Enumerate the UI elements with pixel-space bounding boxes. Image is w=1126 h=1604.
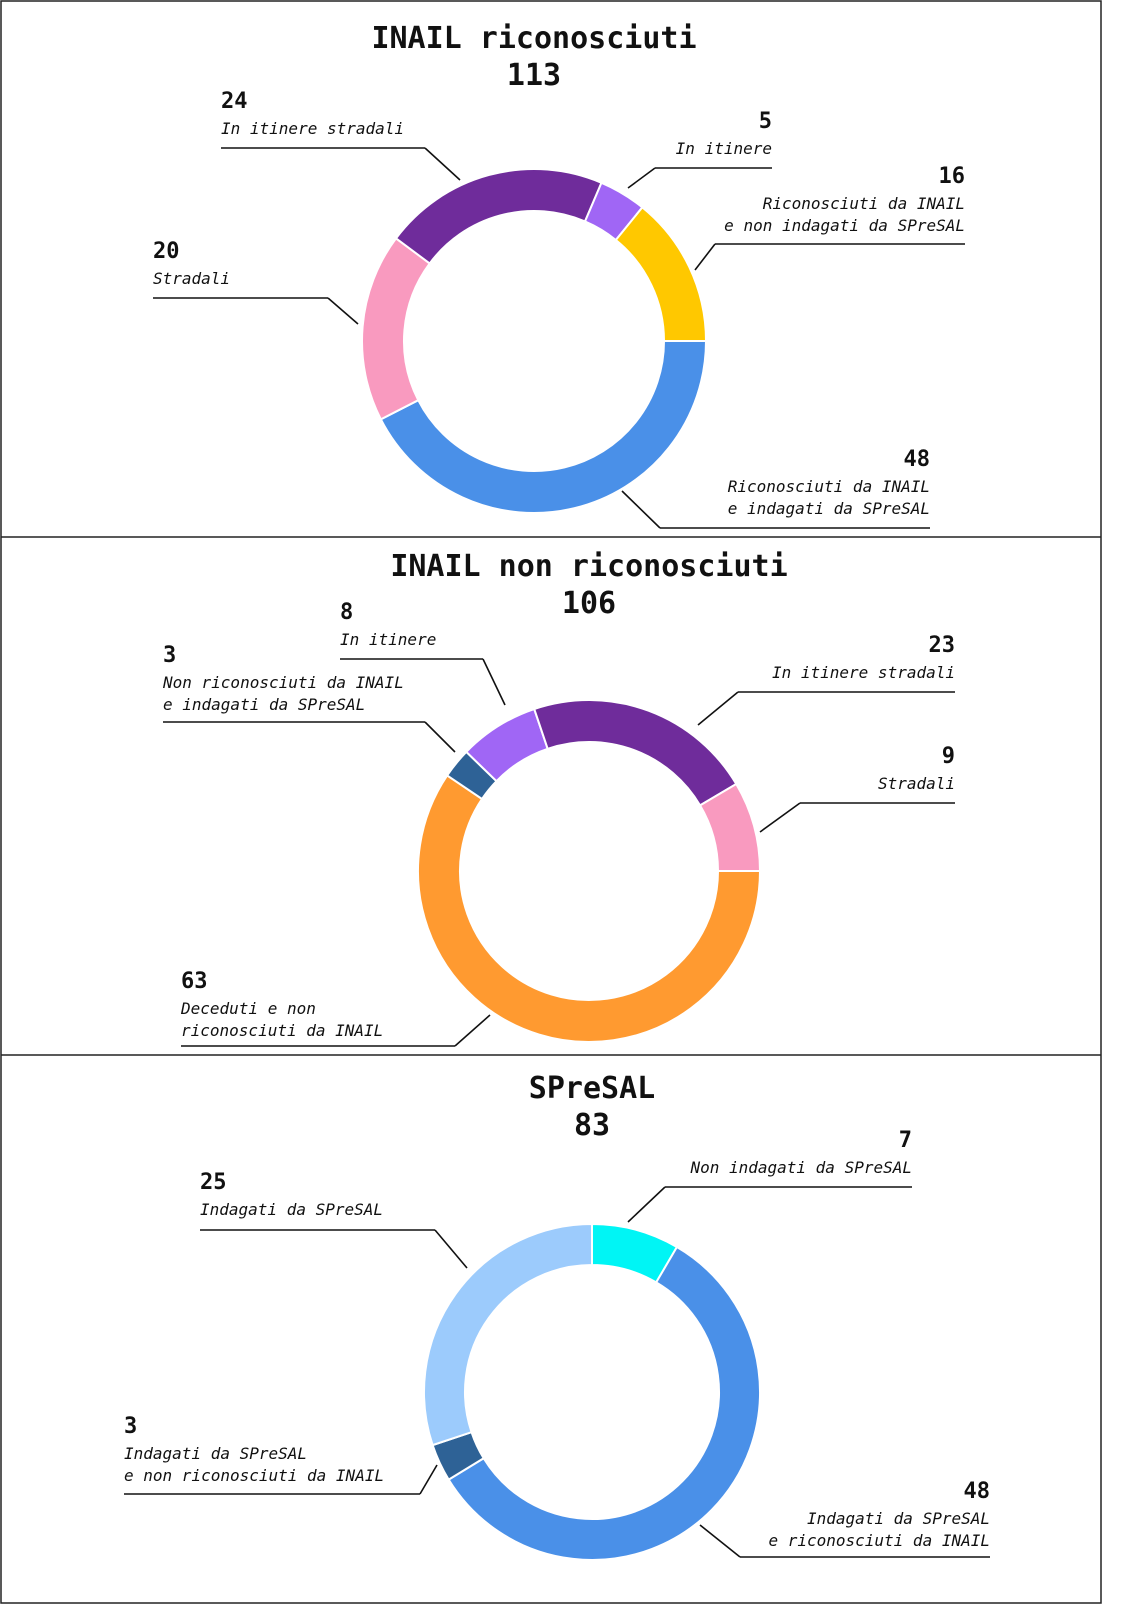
leader-line [627, 167, 656, 189]
value-label: 8 [340, 600, 353, 625]
segment-label: Stradali [878, 774, 955, 793]
value-label: 48 [904, 447, 931, 472]
value-label: 20 [153, 239, 180, 264]
leader-line [697, 691, 739, 726]
segment-label: riconosciuti da INAIL [181, 1021, 383, 1040]
chart-title: INAIL non riconosciuti [390, 549, 787, 584]
value-label: 9 [942, 744, 955, 769]
leader-line [482, 658, 506, 706]
segment-label: In itinere stradali [221, 119, 404, 138]
donut-segment [447, 1245, 761, 1562]
donut-segment [361, 236, 432, 421]
segment-label: e non riconosciuti da INAIL [124, 1466, 384, 1485]
value-label: 3 [163, 643, 176, 668]
segment-label: Indagati da SPreSAL [124, 1444, 307, 1463]
donut-segment [379, 340, 708, 514]
donut-segment [394, 168, 603, 265]
segment-label: Deceduti e non [180, 999, 316, 1018]
segment-label: e riconosciuti da INAIL [768, 1531, 990, 1550]
value-label: 23 [929, 633, 956, 658]
leader-line [454, 1014, 491, 1047]
segment-label: e indagati da SPreSAL [728, 499, 930, 518]
value-label: 7 [899, 1128, 912, 1153]
value-label: 25 [200, 1170, 227, 1195]
chart-total: 113 [507, 58, 561, 93]
donut-segment [614, 205, 708, 342]
leader-line [627, 1186, 666, 1223]
leader-line [759, 802, 801, 833]
chart-total: 83 [574, 1108, 610, 1143]
segment-label: Indagati da SPreSAL [807, 1509, 990, 1528]
value-label: 5 [759, 109, 772, 134]
value-label: 24 [221, 89, 248, 114]
segment-label: In itinere [676, 139, 772, 158]
donut-segment [423, 1222, 593, 1447]
segment-label: In itinere stradali [772, 663, 955, 682]
segment-label: Non indagati da SPreSAL [689, 1158, 912, 1177]
segment-label: Stradali [153, 269, 230, 288]
leader-line [699, 1524, 741, 1558]
leader-line [621, 490, 661, 529]
donut-segment [417, 774, 762, 1043]
chart-title: INAIL riconosciuti [371, 21, 696, 56]
leader-line [424, 721, 456, 753]
segment-label: Non riconosciuti da INAIL [162, 673, 404, 692]
segment-label: e non indagati da SPreSAL [724, 216, 965, 235]
value-label: 3 [124, 1414, 137, 1439]
value-label: 63 [181, 969, 208, 994]
leader-line [434, 1229, 468, 1269]
leader-line [424, 147, 461, 181]
donut-segment [532, 699, 738, 807]
segment-label: e indagati da SPreSAL [163, 695, 365, 714]
leader-line [327, 297, 359, 325]
chart-total: 106 [562, 586, 616, 621]
chart-title: SPreSAL [529, 1071, 655, 1106]
leader-line [419, 1464, 438, 1495]
value-label: 48 [964, 1479, 991, 1504]
donut-segment [698, 782, 762, 872]
segment-label: Indagati da SPreSAL [200, 1200, 383, 1219]
segment-label: Riconosciuti da INAIL [728, 477, 930, 496]
leader-line [694, 243, 716, 271]
segment-label: Riconosciuti da INAIL [763, 194, 965, 213]
frame [0, 0, 1102, 1604]
segment-label: In itinere [340, 630, 436, 649]
value-label: 16 [939, 164, 966, 189]
